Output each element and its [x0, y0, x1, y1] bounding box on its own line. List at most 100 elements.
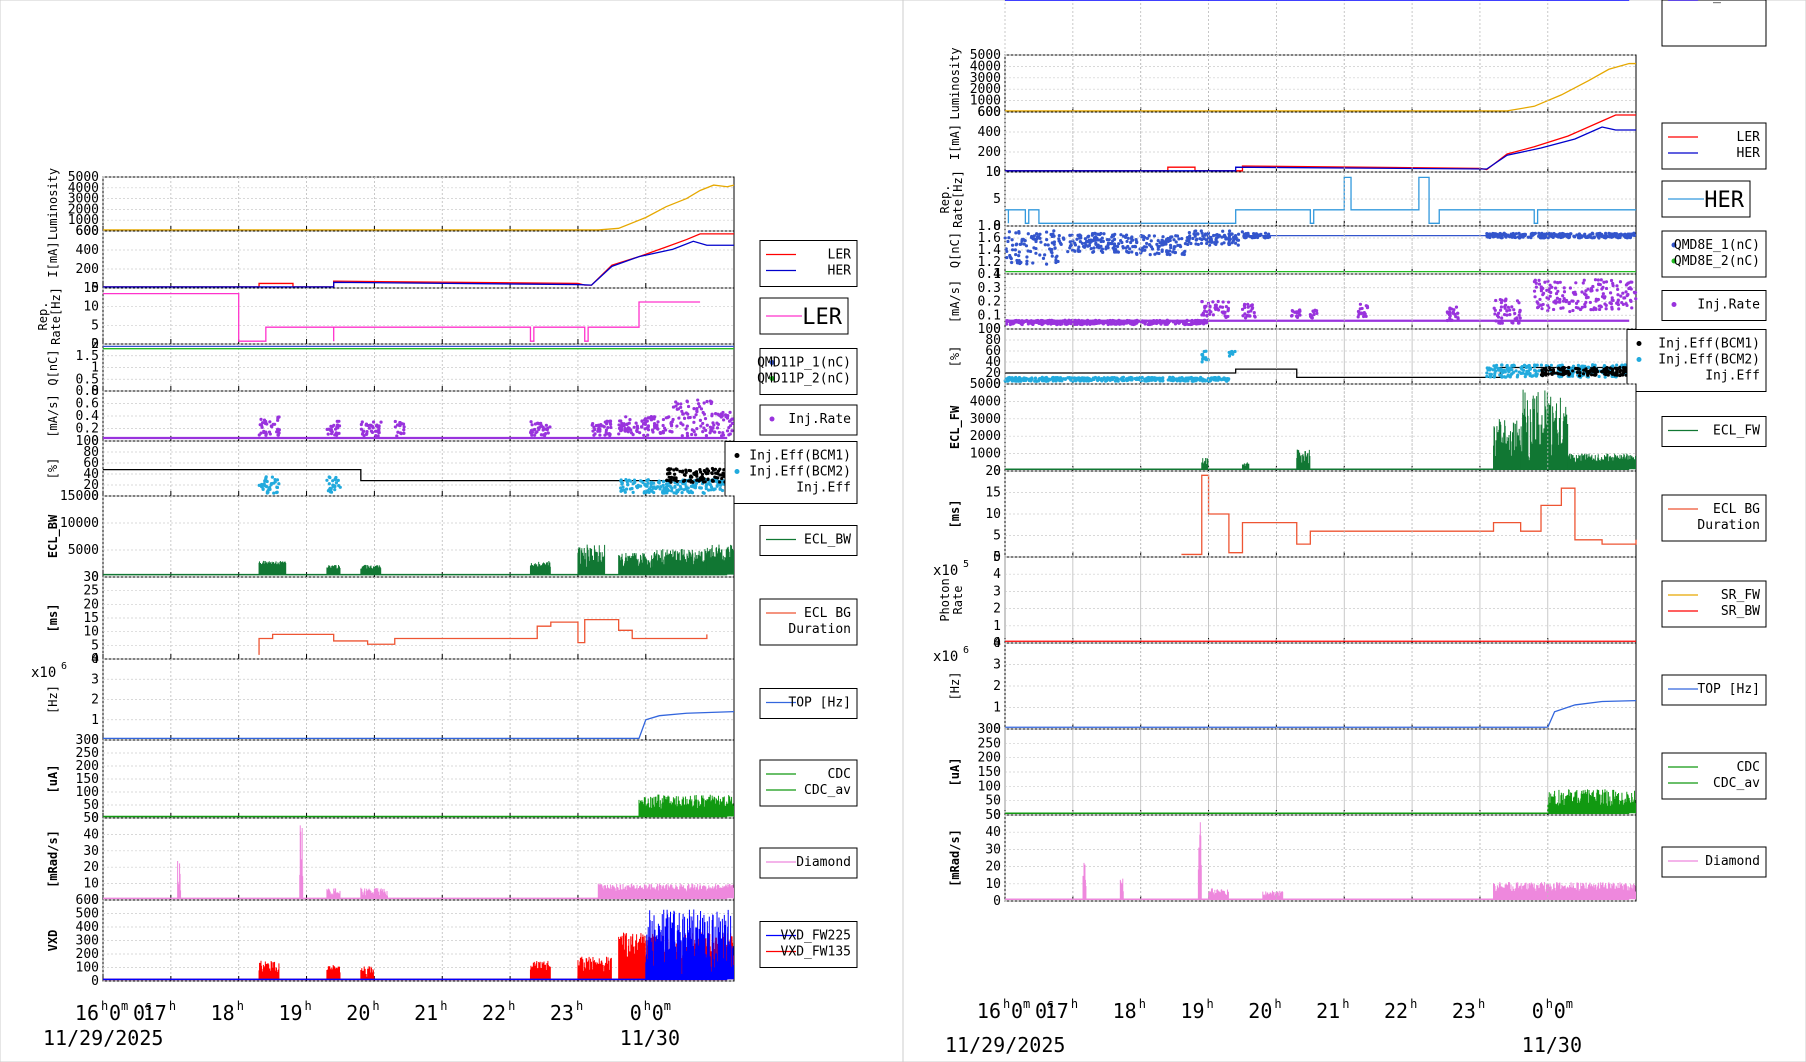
scatter-point [1243, 312, 1247, 316]
scatter-point [1590, 373, 1594, 377]
scatter-point [275, 478, 280, 482]
scatter-point [1525, 372, 1529, 376]
scatter-point [1574, 305, 1578, 310]
scatter-point [1160, 243, 1164, 247]
scatter-point [686, 404, 691, 409]
scatter-point [698, 418, 703, 422]
scatter-point [1574, 301, 1579, 305]
scatter-point [334, 433, 338, 437]
scatter-point [1190, 379, 1194, 383]
scatter-point [1583, 364, 1587, 368]
scatter-point [609, 425, 613, 430]
scatter-point [364, 423, 368, 427]
scatter-point [718, 480, 722, 484]
legend-label: Inj.Rate [1697, 298, 1760, 313]
scatter-point [1050, 254, 1054, 258]
scatter-point [668, 484, 672, 488]
scatter-point [1213, 241, 1217, 245]
scatter-point [1014, 231, 1018, 235]
y-axis-label: Luminosity [46, 168, 60, 240]
scatter-point [1524, 365, 1528, 369]
scatter-point [1182, 252, 1186, 257]
y-tick-label: 0 [91, 489, 99, 504]
legend-label: Duration [788, 622, 851, 637]
scatter-point [1297, 311, 1301, 316]
scatter-point [1044, 375, 1048, 380]
scatter-point [1263, 231, 1268, 235]
legend-box [1661, 752, 1767, 800]
scatter-point [534, 431, 538, 435]
scatter-point [1577, 233, 1582, 237]
scatter-point [692, 415, 696, 419]
scale-label: x10 [933, 563, 958, 579]
scatter-point [370, 430, 375, 434]
y-axis-label: Rate[Hz] [49, 287, 63, 345]
y-tick-label: 0.4 [978, 267, 1002, 282]
legend-label: TOP [Hz] [1697, 682, 1760, 697]
scatter-point [267, 487, 271, 491]
y-tick-label: 2000 [68, 202, 99, 217]
scatter-point [597, 427, 601, 432]
scatter-point [1496, 368, 1501, 372]
y-axis-label: [mRad/s] [46, 830, 60, 888]
scatter-point [702, 426, 706, 430]
scatter-point [1494, 369, 1498, 373]
scatter-point [591, 421, 595, 426]
scatter-point [1592, 366, 1596, 370]
scatter-point [646, 433, 650, 437]
scatter-point [1603, 375, 1607, 379]
scatter-point [332, 423, 336, 427]
scatter-point [1226, 306, 1230, 310]
scatter-point [1601, 292, 1605, 296]
scatter-point [1127, 250, 1131, 255]
scatter-point [1038, 321, 1042, 326]
legend-box [1661, 416, 1767, 447]
series-line [1005, 176, 1636, 224]
scatter-point [1007, 375, 1012, 380]
scatter-point [598, 433, 602, 437]
scatter-point [259, 431, 263, 435]
scatter-point [1311, 309, 1315, 313]
scatter-point [1608, 235, 1612, 239]
legend-label: ECL_FW [1713, 424, 1760, 439]
scatter-point [1026, 322, 1030, 326]
scatter-point [629, 479, 633, 483]
legend-box [759, 921, 858, 968]
scatter-point [617, 432, 621, 436]
series-spikes [1201, 457, 1209, 470]
scatter-point [694, 413, 698, 417]
scatter-point [335, 419, 339, 423]
scatter-point [619, 419, 623, 423]
scatter-point [1315, 311, 1319, 316]
time-tick-sup: h [576, 999, 583, 1013]
scatter-point [706, 488, 711, 492]
scatter-point [1086, 244, 1090, 248]
scatter-point [664, 488, 668, 493]
scatter-point [671, 417, 675, 422]
scatter-point [607, 432, 611, 436]
scatter-point [1230, 241, 1234, 245]
scatter-point [1068, 240, 1072, 244]
time-tick-main: 21 [1316, 999, 1340, 1023]
scatter-point [1621, 302, 1625, 307]
scatter-point [639, 479, 643, 483]
scatter-point [1214, 236, 1218, 240]
scatter-point [1485, 366, 1489, 370]
legend-swatch [1636, 341, 1642, 346]
scatter-point [332, 484, 337, 488]
scatter-point [701, 421, 705, 426]
y-axis-label: [mA/s] [46, 394, 60, 437]
scatter-point [1517, 231, 1521, 235]
y-tick-label: 300 [76, 934, 99, 949]
scatter-point [1199, 241, 1204, 246]
y-tick-label: 600 [76, 224, 99, 239]
scatter-point [1588, 300, 1592, 305]
scatter-point [1220, 242, 1224, 246]
scatter-point [1495, 313, 1500, 318]
scatter-point [1019, 379, 1023, 383]
scatter-point [1603, 236, 1608, 240]
legend-swatch [1671, 258, 1677, 264]
scatter-point [1140, 375, 1144, 380]
scatter-point [1200, 300, 1204, 304]
